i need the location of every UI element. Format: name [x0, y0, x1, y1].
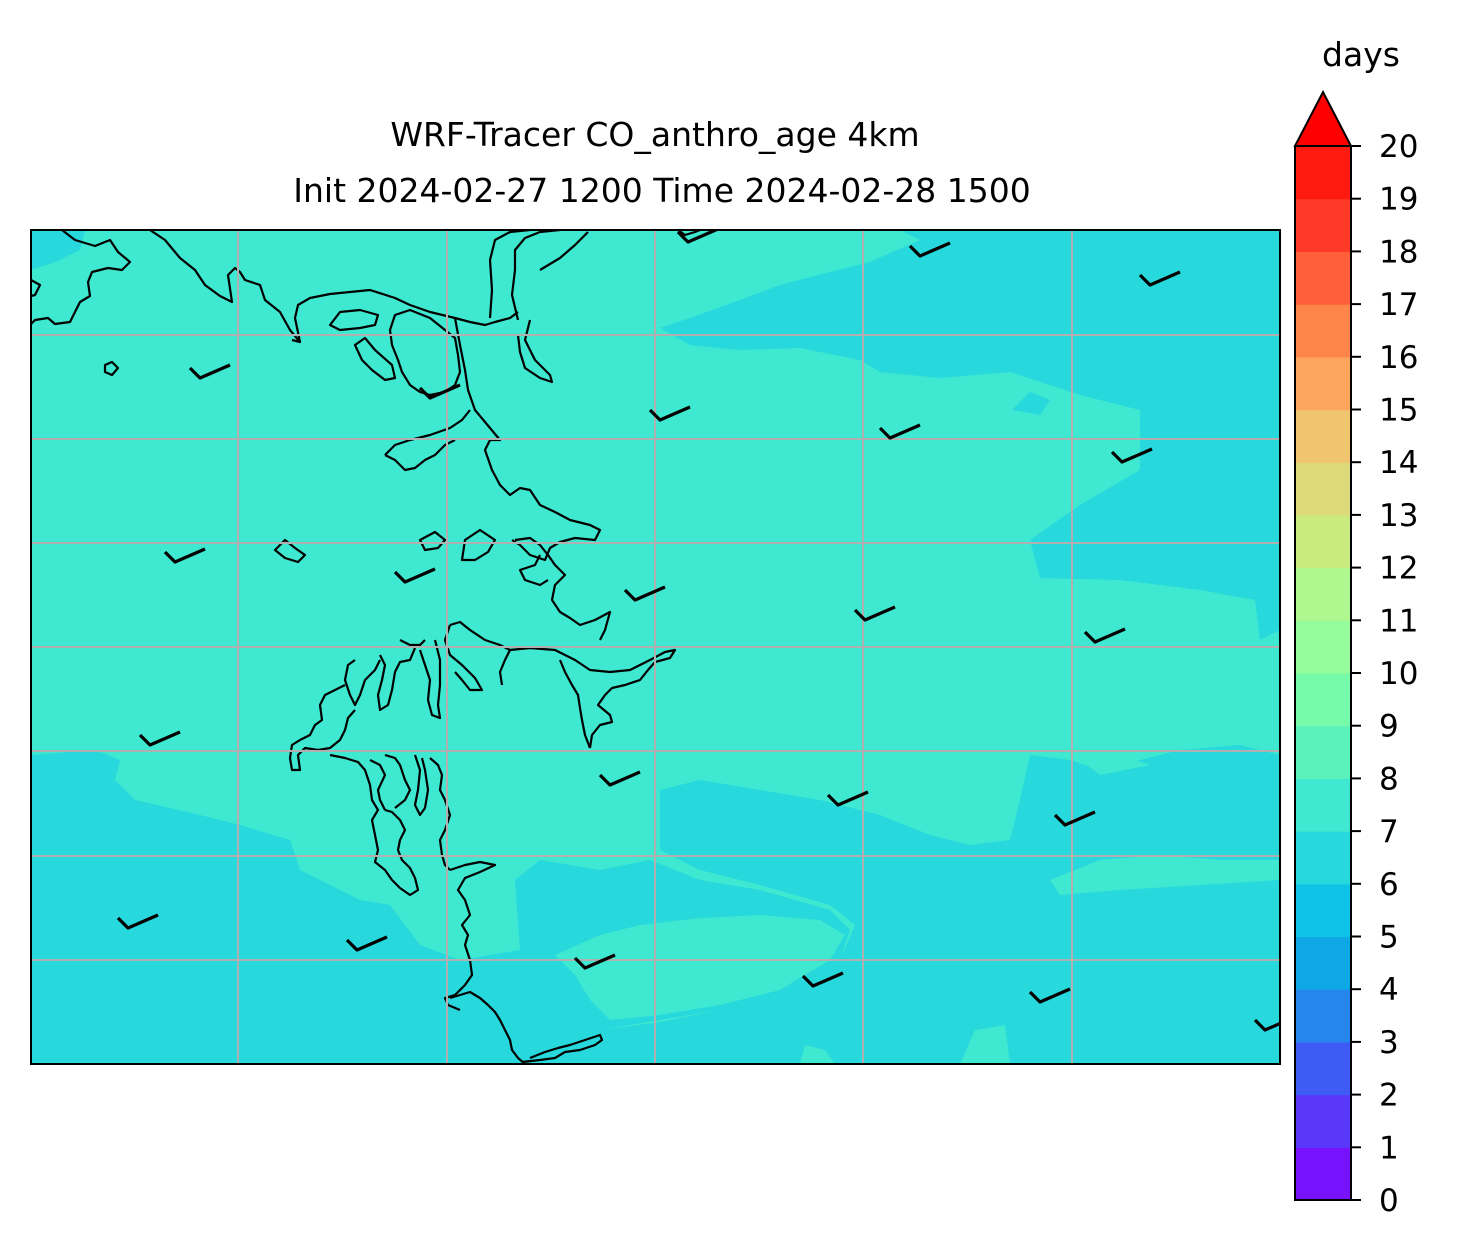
colorbar-tick-label: 1: [1379, 1130, 1399, 1166]
colorbar-tick-label: 6: [1379, 867, 1399, 903]
colorbar-segment: [1295, 356, 1351, 411]
wind-barb-icon: [1083, 627, 1126, 644]
colorbar-tick-label: 17: [1379, 287, 1418, 323]
colorbar-segment: [1295, 567, 1351, 621]
colorbar-tick-label: 9: [1379, 709, 1399, 745]
colorbar-segment: [1295, 989, 1351, 1043]
map-frame: [30, 229, 1281, 1065]
colorbar-segment: [1295, 725, 1351, 779]
wind-barb-icon: [853, 605, 896, 622]
colorbar-tick-label: 2: [1379, 1078, 1399, 1114]
colorbar-tick-label: 3: [1379, 1025, 1399, 1061]
wind-barb-icon: [573, 953, 616, 970]
colorbar-label: days: [1322, 35, 1400, 74]
wind-barb-icon: [1028, 987, 1071, 1004]
wind-barb-icon: [1110, 447, 1153, 464]
contour-fill-6-7-days: [31, 230, 1280, 1064]
colorbar-segment: [1295, 883, 1351, 938]
colorbar-segment: [1295, 673, 1351, 727]
colorbar-tick-label: 8: [1379, 761, 1399, 797]
title-line-1: WRF-Tracer CO_anthro_age 4km: [390, 115, 919, 154]
wind-barb-icon: [163, 547, 206, 564]
wind-barb-icon: [598, 770, 641, 787]
colorbar-segment: [1295, 304, 1351, 358]
wind-barb-icon: [116, 913, 159, 930]
colorbar-tick-label: 7: [1379, 814, 1399, 850]
wind-barb-icon: [345, 935, 388, 952]
wind-barb-icon: [623, 585, 666, 602]
colorbar-tick-label: 11: [1379, 603, 1418, 639]
colorbar-tick-label: 0: [1379, 1183, 1399, 1219]
wind-barb-icon: [418, 383, 461, 400]
wind-barb-icon: [676, 230, 719, 244]
colorbar-tick-label: 13: [1379, 498, 1418, 534]
colorbar-segment: [1295, 778, 1351, 832]
colorbar-extend-triangle: [1293, 89, 1353, 147]
wind-barb-icon: [188, 363, 231, 380]
colorbar-segment: [1295, 1147, 1351, 1201]
colorbar-segment: [1295, 936, 1351, 990]
wind-barb-icon: [826, 790, 869, 807]
colorbar-segment: [1295, 198, 1351, 252]
colorbar-segment: [1295, 831, 1351, 885]
colorbar-tick-label: 15: [1379, 393, 1418, 429]
gridlines: [31, 230, 1280, 1064]
colorbar-segment: [1295, 620, 1351, 674]
wind-barb-icon: [878, 423, 921, 440]
title-line-2: Init 2024-02-27 1200 Time 2024-02-28 150…: [293, 171, 1031, 210]
map-panel: [31, 230, 1280, 1064]
wind-barb-icon: [801, 971, 844, 988]
colorbar-segment: [1295, 514, 1351, 569]
wind-barb-icon: [1053, 810, 1096, 827]
wind-barb-icon: [393, 567, 436, 584]
colorbar-segment: [1295, 1041, 1351, 1096]
colorbar-segment: [1295, 146, 1351, 200]
colorbar-tick-label: 5: [1379, 920, 1399, 956]
wind-barb-icon: [138, 730, 181, 747]
wind-barb-icon: [648, 405, 691, 422]
colorbar-tick-label: 20: [1379, 129, 1418, 165]
colorbar-tick-label: 18: [1379, 234, 1418, 270]
colorbar-tick-label: 14: [1379, 445, 1418, 481]
colorbar-tick-label: 4: [1379, 972, 1399, 1008]
colorbar-tick-label: 19: [1379, 182, 1418, 218]
contour-fill-7-8-days-patches: [555, 755, 1280, 1064]
wind-barb-icon: [1138, 270, 1181, 287]
colorbar-segment: [1295, 1094, 1351, 1148]
colorbar-tick-label: 16: [1379, 340, 1418, 376]
wind-barb-icon: [908, 241, 951, 258]
colorbar-segment: [1295, 462, 1351, 516]
wind-barb-icon: [1253, 1018, 1280, 1032]
wind-barbs: [116, 230, 1280, 1032]
colorbar-tick-label: 12: [1379, 551, 1418, 587]
colorbar-tick-label: 10: [1379, 656, 1418, 692]
colorbar-segment: [1295, 409, 1351, 463]
colorbar-segment: [1295, 251, 1351, 305]
